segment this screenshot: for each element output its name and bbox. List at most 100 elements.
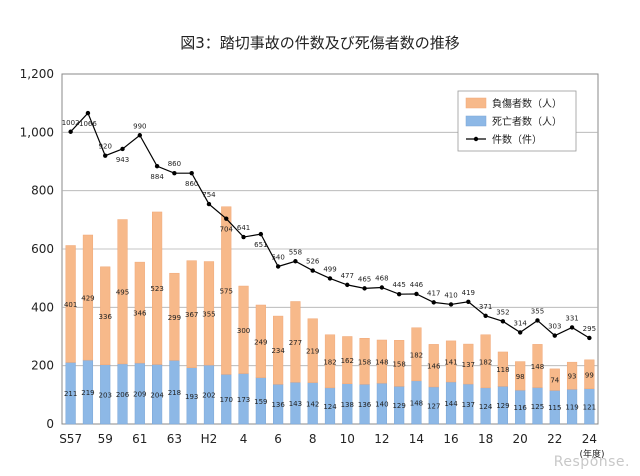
death-value-label: 136 <box>358 401 372 409</box>
x-tick-label: 14 <box>409 432 424 446</box>
legend-marker <box>473 136 479 142</box>
count-value-label: 352 <box>496 308 509 316</box>
injury-value-label: 300 <box>237 327 250 335</box>
death-value-label: 129 <box>392 402 405 410</box>
count-point <box>85 110 91 116</box>
x-tick-label: H2 <box>201 432 218 446</box>
death-value-label: 136 <box>271 401 285 409</box>
bars: 211 401 219 429 203 336 206 495 209 346 204 523 218 2… <box>64 206 596 425</box>
injury-bar <box>376 339 387 384</box>
count-value-label: 558 <box>289 248 302 256</box>
injury-value-label: 99 <box>585 371 594 379</box>
count-point <box>224 216 229 221</box>
count-point <box>172 170 177 176</box>
count-point <box>103 153 108 158</box>
death-value-label: 138 <box>341 401 354 409</box>
count-point <box>310 268 315 273</box>
count-value-label: 419 <box>462 289 475 297</box>
count-point <box>275 264 281 269</box>
count-line: 1002 1066 920 943 990 884 860 860 754 704 641 651 54… <box>62 110 596 341</box>
injury-value-label: 74 <box>550 377 559 385</box>
count-value-label: 641 <box>237 224 250 232</box>
y-axis: 0 200 400 600 800 1,000 1,200 <box>20 67 54 431</box>
injury-bar <box>134 261 145 364</box>
y-tick-label: 600 <box>31 242 54 256</box>
count-point <box>293 259 298 264</box>
injury-bar <box>221 206 232 375</box>
death-value-label: 206 <box>116 391 130 399</box>
count-point <box>517 330 523 335</box>
injury-bar <box>169 272 180 361</box>
injury-bar <box>566 361 578 390</box>
count-value-label: 920 <box>99 143 112 151</box>
count-point <box>68 129 73 134</box>
count-value-label: 445 <box>392 281 405 289</box>
count-point <box>414 291 419 297</box>
injury-value-label: 182 <box>410 351 423 359</box>
injury-value-label: 182 <box>323 358 336 366</box>
x-axis-label: (年度) <box>579 448 604 460</box>
injury-value-label: 495 <box>116 289 129 297</box>
y-tick-label: 200 <box>31 359 54 373</box>
y-tick-label: 400 <box>31 300 54 314</box>
x-tick-label: 18 <box>478 432 493 446</box>
injury-bar <box>394 340 405 387</box>
injury-bar <box>203 261 215 366</box>
injury-value-label: 162 <box>341 357 354 365</box>
injury-bar <box>445 340 457 383</box>
count-point <box>258 231 264 237</box>
count-value-label: 943 <box>116 156 129 164</box>
death-value-label: 143 <box>289 400 302 408</box>
legend-label: 死亡者数（人） <box>492 115 562 128</box>
death-value-label: 219 <box>81 389 94 397</box>
injury-bar <box>324 334 336 389</box>
injury-value-label: 575 <box>220 288 233 296</box>
count-point <box>379 285 385 290</box>
injury-bar <box>428 344 439 388</box>
injury-bar <box>497 351 508 387</box>
x-tick-label: 22 <box>547 432 562 446</box>
count-value-label: 477 <box>341 272 354 280</box>
x-tick-label: 24 <box>582 432 597 446</box>
injury-value-label: 148 <box>375 359 388 367</box>
death-value-label: 173 <box>237 396 250 404</box>
count-value-label: 355 <box>531 307 544 315</box>
count-value-label: 990 <box>133 122 146 130</box>
x-tick-label: 4 <box>240 432 248 446</box>
count-value-label: 1002 <box>62 119 80 127</box>
injury-value-label: 355 <box>202 310 215 318</box>
count-point <box>154 163 160 169</box>
injury-value-label: 141 <box>444 358 457 366</box>
death-value-label: 203 <box>99 391 112 399</box>
injury-value-label: 148 <box>531 363 544 371</box>
injury-bar <box>584 359 595 389</box>
legend-label: 件数（件） <box>492 133 542 146</box>
injury-bar <box>532 344 543 388</box>
x-tick-label: 59 <box>98 432 113 446</box>
injury-value-label: 182 <box>479 358 492 366</box>
injury-bar <box>65 245 76 363</box>
count-value-label: 446 <box>410 281 424 289</box>
x-axis: S57 59 61 63 H2 4 6 8 10 12 14 16 18 20 22 24 (年度) <box>59 432 604 460</box>
x-tick-label: 8 <box>309 432 317 446</box>
death-value-label: 124 <box>323 403 337 411</box>
injury-value-label: 98 <box>516 373 525 381</box>
legend: 負傷者数（人） 死亡者数（人） 件数（件） <box>457 90 577 152</box>
count-value-label: 417 <box>427 289 440 297</box>
count-point <box>500 319 506 324</box>
legend-label: 負傷者数（人） <box>492 97 562 110</box>
injury-bar <box>307 318 318 383</box>
death-value-label: 121 <box>583 403 596 411</box>
count-value-label: 314 <box>514 319 528 327</box>
count-value-label: 331 <box>565 314 578 322</box>
death-value-label: 129 <box>496 402 509 410</box>
y-tick-label: 1,000 <box>20 125 54 139</box>
x-tick-label: 12 <box>374 432 389 446</box>
count-value-label: 1066 <box>79 120 97 128</box>
injury-bar <box>290 301 301 383</box>
x-tick-label: 10 <box>340 432 355 446</box>
count-value-label: 410 <box>444 291 457 299</box>
count-point <box>535 318 540 323</box>
count-point <box>483 313 488 318</box>
death-value-label: 127 <box>427 402 440 410</box>
